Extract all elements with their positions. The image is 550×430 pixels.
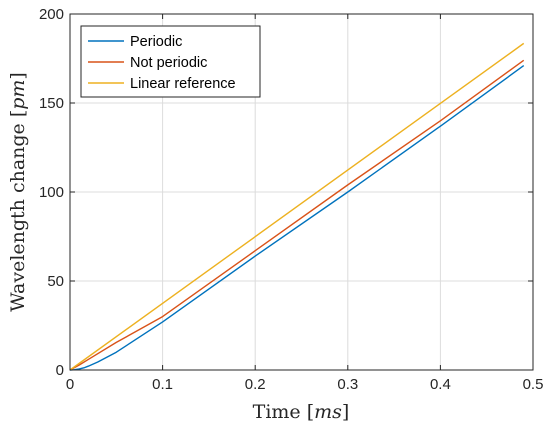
series-layer (69, 42, 525, 371)
series-line-periodic (69, 65, 525, 371)
axis-ticks: 0 0.1 0.2 0.3 0.4 0.5 0 50 100 150 200 (39, 6, 543, 393)
legend-label-linear-reference: Linear reference (130, 76, 236, 92)
series-line-not-periodic (69, 59, 525, 371)
y-tick-label: 150 (39, 95, 64, 112)
x-tick-label: 0.5 (523, 376, 544, 393)
x-axis-label: Time [ms] (253, 401, 350, 423)
series-line-linear-reference (69, 42, 525, 371)
y-tick-label: 50 (47, 273, 64, 290)
y-tick-label: 200 (39, 6, 64, 23)
y-axis-label: Wavelength change [pm] (7, 72, 29, 312)
y-tick-label: 0 (56, 362, 64, 379)
x-tick-label: 0.3 (337, 376, 358, 393)
legend-label-periodic: Periodic (130, 34, 182, 50)
legend: Periodic Not periodic Linear reference (80, 25, 261, 98)
x-tick-label: 0.1 (152, 376, 173, 393)
legend-label-not-periodic: Not periodic (130, 55, 207, 71)
y-tick-label: 100 (39, 184, 64, 201)
x-tick-label: 0.2 (245, 376, 266, 393)
x-tick-label: 0.4 (430, 376, 451, 393)
x-tick-label: 0 (66, 376, 74, 393)
